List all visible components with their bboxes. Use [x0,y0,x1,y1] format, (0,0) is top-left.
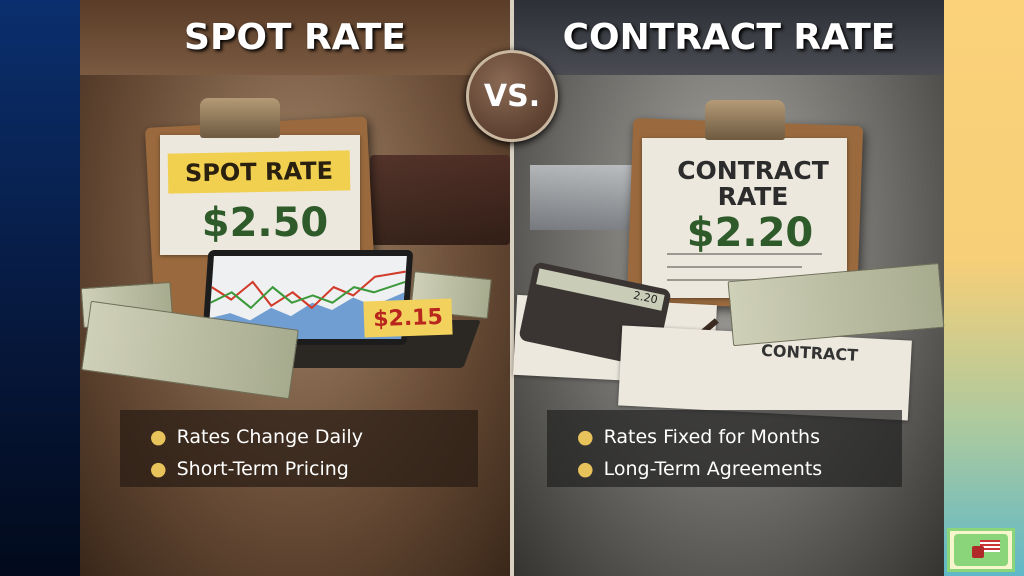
price-tag: $2.15 [363,298,453,338]
contract-rate-bullets: ● Rates Fixed for Months ● Long-Term Agree… [547,410,902,487]
left-gradient-bar [0,0,80,576]
bullet-dot-icon: ● [577,426,594,448]
divider [510,0,514,576]
clipboard-clip [705,100,785,140]
bullet-dot-icon: ● [150,458,167,480]
clipboard-clip [200,98,280,138]
bullet-dot-icon: ● [150,426,167,448]
truck-image [370,155,510,245]
bullet-item: ● Rates Fixed for Months [577,426,820,448]
contract-rate-header: CONTRACT RATE [514,0,944,75]
contract-price: $2.20 [686,210,814,256]
spot-rate-label: SPOT RATE [167,150,351,194]
spot-rate-header: SPOT RATE [80,0,510,75]
contract-rate-title: CONTRACT RATE [677,156,829,211]
bullet-item: ● Long-Term Agreements [577,458,823,480]
versus-badge: VS. [466,50,558,142]
truck-image [530,165,645,230]
spot-rate-bullets: ● Rates Change Daily ● Short-Term Pricing [120,410,478,487]
bullet-dot-icon: ● [577,458,594,480]
bullet-item: ● Rates Change Daily [150,426,363,448]
spot-price: $2.50 [201,200,329,246]
usa-map-truck-logo [947,528,1015,572]
bullet-item: ● Short-Term Pricing [150,458,349,480]
right-gradient-bar [944,0,1024,576]
